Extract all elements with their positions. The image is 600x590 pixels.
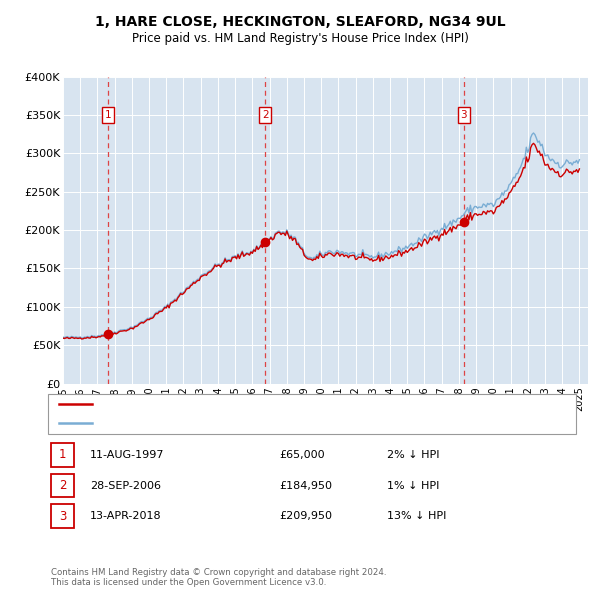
Text: Contains HM Land Registry data © Crown copyright and database right 2024.
This d: Contains HM Land Registry data © Crown c…	[51, 568, 386, 587]
Text: 13-APR-2018: 13-APR-2018	[90, 512, 161, 521]
Text: 3: 3	[460, 110, 467, 120]
Text: 2% ↓ HPI: 2% ↓ HPI	[387, 450, 439, 460]
Text: £65,000: £65,000	[279, 450, 325, 460]
Text: 11-AUG-1997: 11-AUG-1997	[90, 450, 164, 460]
Text: 1, HARE CLOSE, HECKINGTON, SLEAFORD, NG34 9UL (detached house): 1, HARE CLOSE, HECKINGTON, SLEAFORD, NG3…	[99, 399, 447, 409]
Text: 2: 2	[59, 479, 66, 492]
Text: Price paid vs. HM Land Registry's House Price Index (HPI): Price paid vs. HM Land Registry's House …	[131, 32, 469, 45]
Text: 1: 1	[104, 110, 111, 120]
Text: £184,950: £184,950	[279, 481, 332, 490]
Text: HPI: Average price, detached house, North Kesteven: HPI: Average price, detached house, Nort…	[99, 418, 355, 428]
Text: 13% ↓ HPI: 13% ↓ HPI	[387, 512, 446, 521]
Text: 1, HARE CLOSE, HECKINGTON, SLEAFORD, NG34 9UL: 1, HARE CLOSE, HECKINGTON, SLEAFORD, NG3…	[95, 15, 505, 29]
Text: 2: 2	[262, 110, 269, 120]
Text: 1% ↓ HPI: 1% ↓ HPI	[387, 481, 439, 490]
Text: 3: 3	[59, 510, 66, 523]
Text: 1: 1	[59, 448, 66, 461]
Text: 28-SEP-2006: 28-SEP-2006	[90, 481, 161, 490]
Text: £209,950: £209,950	[279, 512, 332, 521]
